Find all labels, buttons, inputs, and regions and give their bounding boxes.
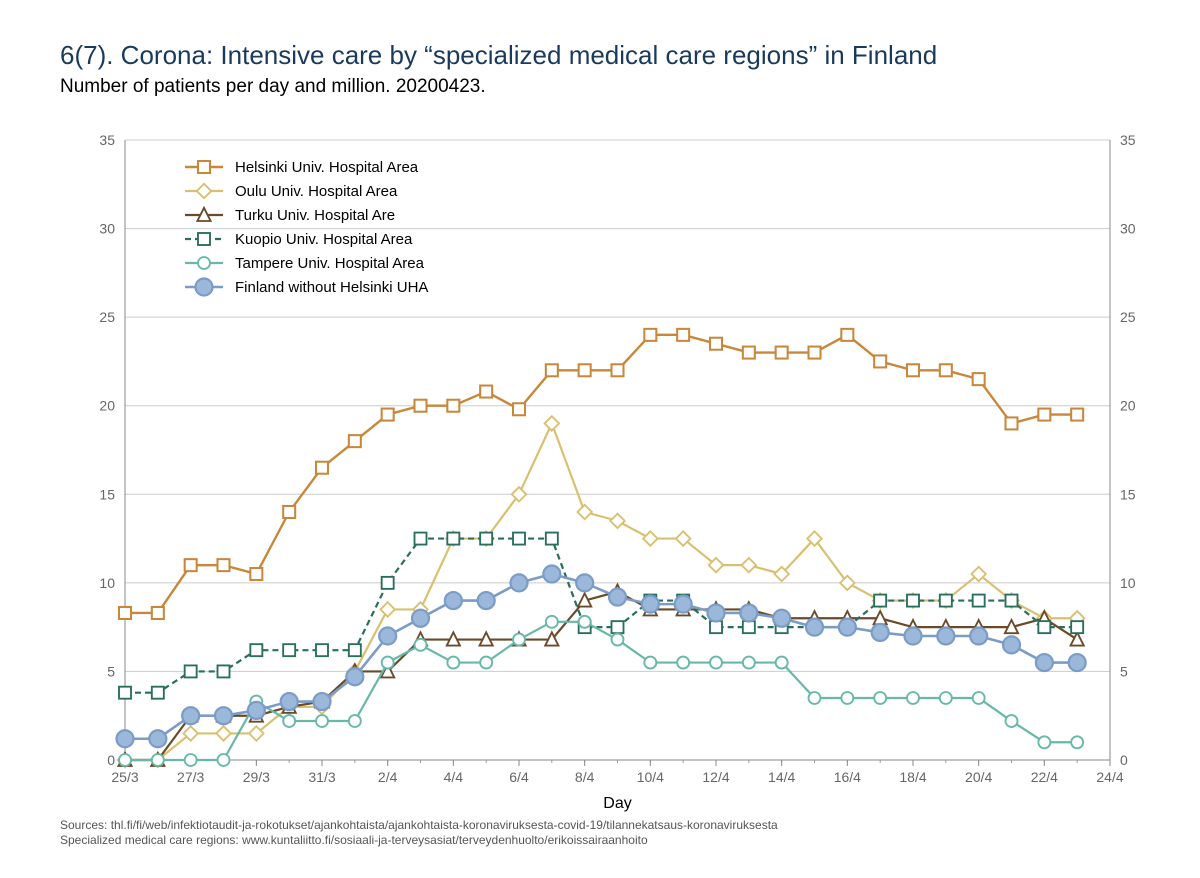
legend-label: Oulu Univ. Hospital Area bbox=[235, 183, 398, 200]
y-tick-right: 0 bbox=[1120, 752, 1128, 768]
series-turku-univ-hospital-are bbox=[118, 585, 1083, 766]
x-tick: 16/4 bbox=[834, 769, 861, 785]
x-tick: 27/3 bbox=[177, 769, 204, 785]
y-tick-right: 30 bbox=[1120, 221, 1136, 237]
y-tick-left: 5 bbox=[107, 663, 115, 679]
y-tick-right: 25 bbox=[1120, 309, 1136, 325]
y-tick-left: 35 bbox=[99, 132, 115, 148]
legend-label: Kuopio Univ. Hospital Area bbox=[235, 231, 413, 248]
series-helsinki-univ-hospital-area bbox=[119, 329, 1083, 619]
legend-label: Helsinki Univ. Hospital Area bbox=[235, 159, 419, 176]
y-tick-left: 25 bbox=[99, 309, 115, 325]
legend-label: Finland without Helsinki UHA bbox=[235, 279, 428, 296]
x-tick: 10/4 bbox=[637, 769, 664, 785]
y-tick-right: 35 bbox=[1120, 132, 1136, 148]
x-tick: 29/3 bbox=[243, 769, 270, 785]
chart-plot: 0 0 5 5 10 10 15 15 20 20 25 25 30 30 35 35 25/3 27/3 29/3… bbox=[0, 0, 1200, 878]
x-tick: 18/4 bbox=[899, 769, 926, 785]
chart-sources: Sources: thl.fi/fi/web/infektiotaudit-ja… bbox=[60, 818, 778, 849]
y-tick-right: 10 bbox=[1120, 575, 1136, 591]
y-tick-right: 15 bbox=[1120, 486, 1136, 502]
legend-label: Tampere Univ. Hospital Area bbox=[235, 255, 425, 272]
x-axis-label: Day bbox=[603, 795, 631, 812]
x-tick: 2/4 bbox=[378, 769, 398, 785]
x-tick: 31/3 bbox=[308, 769, 335, 785]
y-tick-right: 5 bbox=[1120, 663, 1128, 679]
x-tick: 4/4 bbox=[444, 769, 464, 785]
y-tick-right: 20 bbox=[1120, 398, 1136, 414]
y-tick-left: 30 bbox=[99, 221, 115, 237]
y-tick-left: 20 bbox=[99, 398, 115, 414]
x-tick: 22/4 bbox=[1031, 769, 1058, 785]
series-kuopio-univ-hospital-area bbox=[119, 533, 1083, 699]
y-tick-left: 10 bbox=[99, 575, 115, 591]
x-tick: 24/4 bbox=[1096, 769, 1123, 785]
x-tick: 20/4 bbox=[965, 769, 992, 785]
x-tick: 12/4 bbox=[702, 769, 729, 785]
x-tick: 25/3 bbox=[111, 769, 138, 785]
y-tick-left: 15 bbox=[99, 486, 115, 502]
x-tick: 6/4 bbox=[509, 769, 529, 785]
legend: Helsinki Univ. Hospital Area Oulu Univ. H… bbox=[185, 159, 428, 296]
y-tick-left: 0 bbox=[107, 752, 115, 768]
x-tick: 8/4 bbox=[575, 769, 595, 785]
legend-label: Turku Univ. Hospital Are bbox=[235, 207, 395, 224]
x-tick: 14/4 bbox=[768, 769, 795, 785]
